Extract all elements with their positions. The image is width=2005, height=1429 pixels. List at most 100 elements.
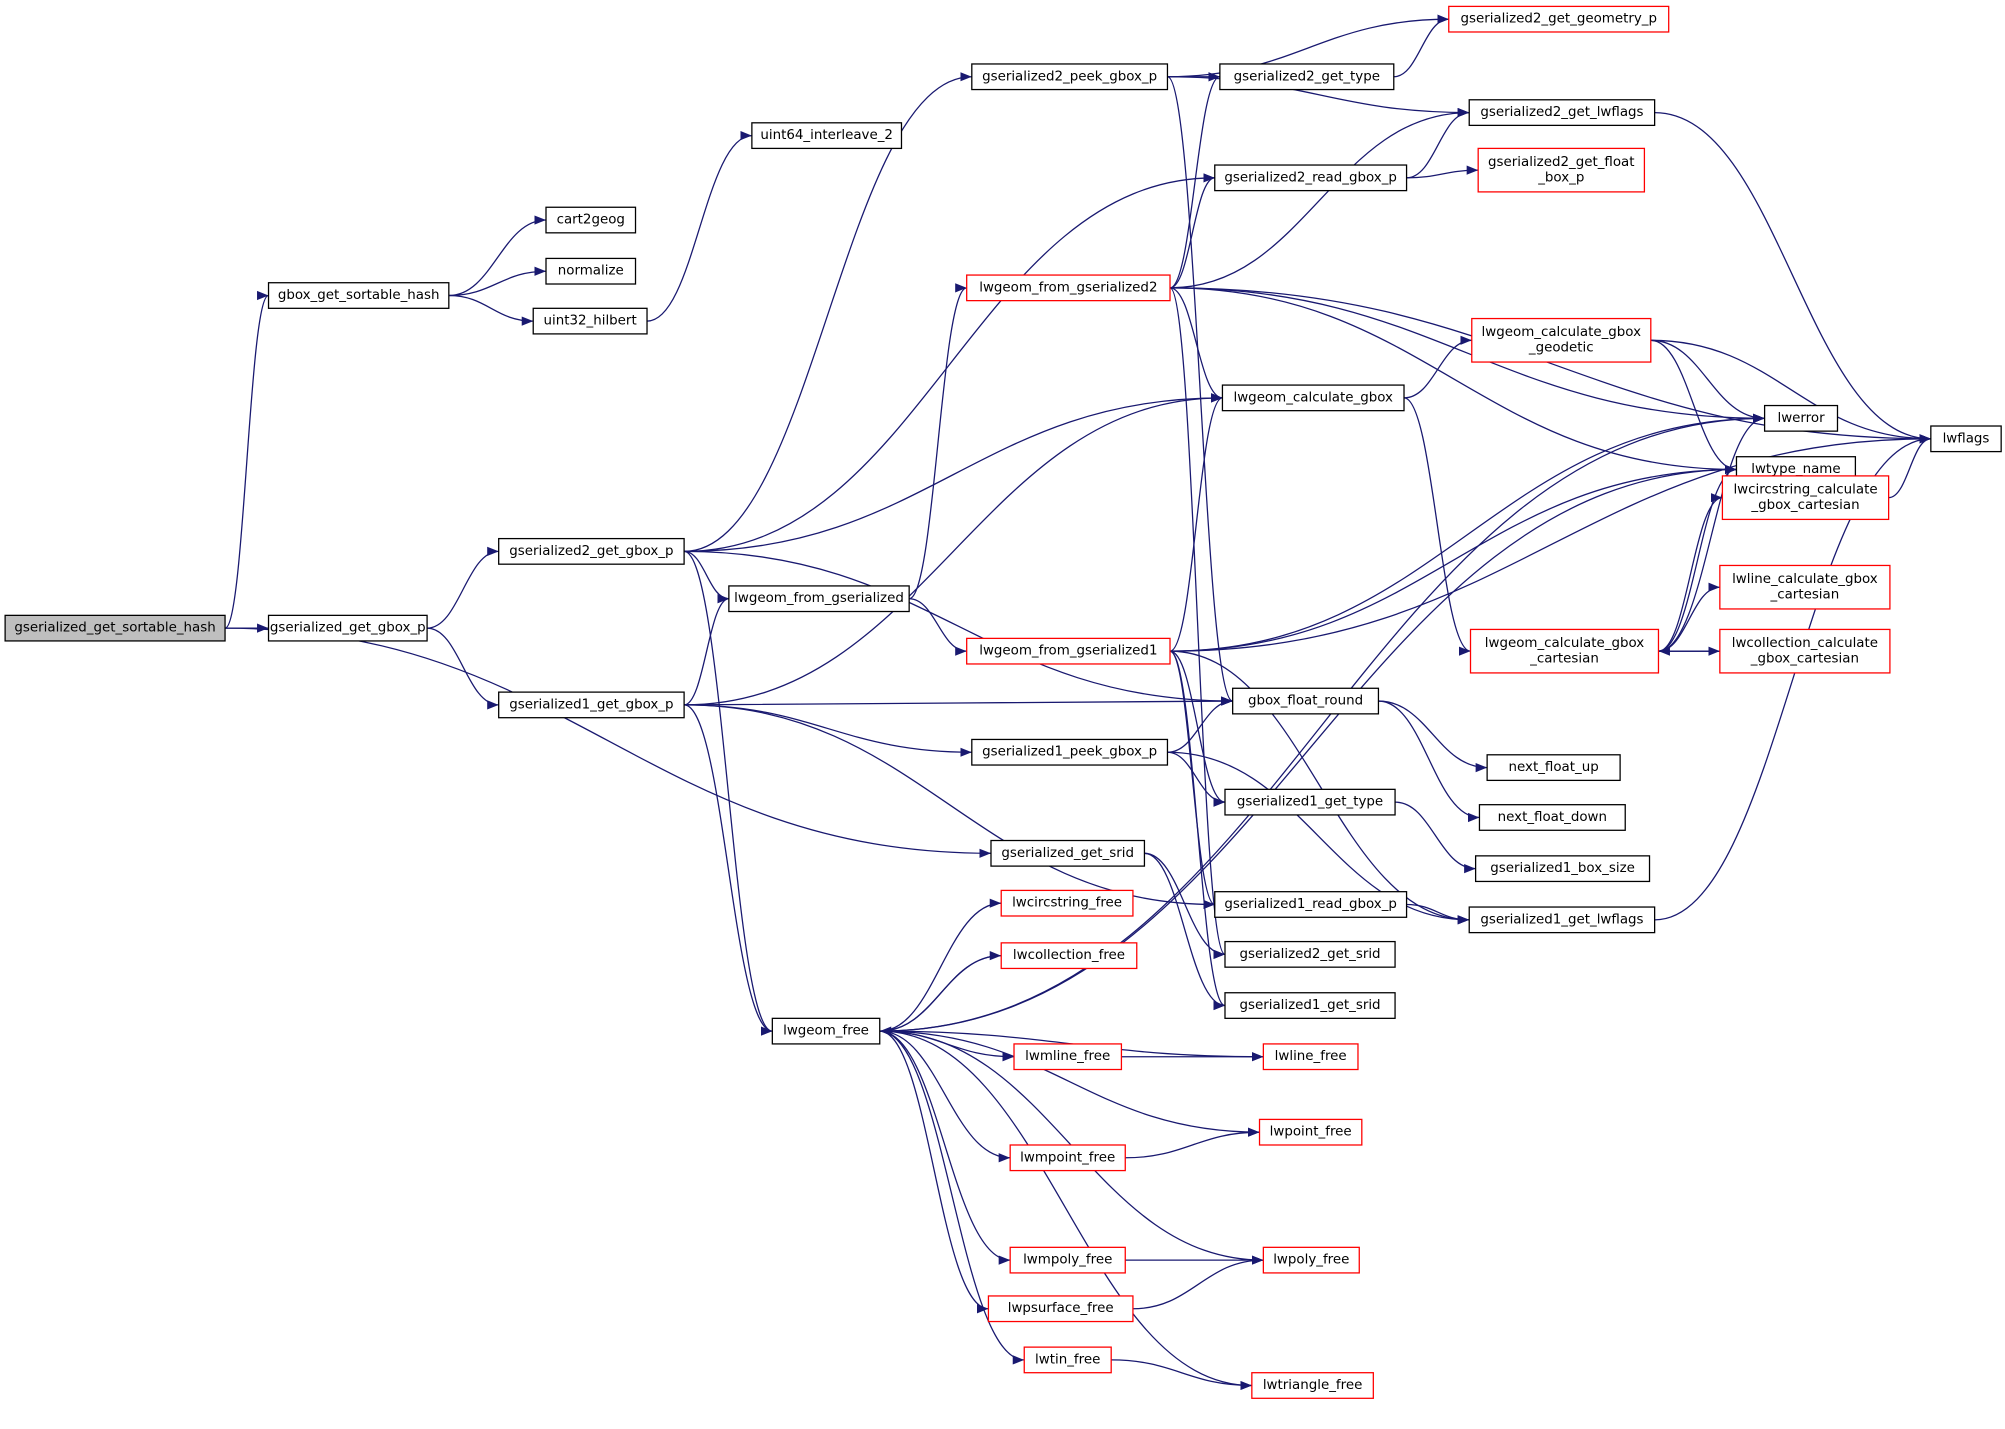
node-lwgeom_calculate_gbox_geodetic[interactable]: lwgeom_calculate_gbox_geodetic — [1471, 317, 1652, 363]
edge-lwgeom_from_gserialized2-to-gserialized2_read_gbox_p — [1169, 173, 1215, 289]
node-lwgeom_calculate_gbox_cartesian[interactable]: lwgeom_calculate_gbox_cartesian — [1469, 628, 1660, 674]
node-gserialized2_get_lwflags[interactable]: gserialized2_get_lwflags — [1468, 99, 1656, 127]
node-next_float_down[interactable]: next_float_down — [1478, 804, 1626, 831]
node-box — [728, 585, 910, 613]
edge-lwgeom_from_gserialized1-to-lwgeom_calculate_gbox — [1169, 393, 1223, 652]
node-lwflags[interactable]: lwflags — [1930, 425, 2002, 453]
node-gserialized1_get_lwflags[interactable]: gserialized1_get_lwflags — [1468, 906, 1656, 934]
node-cart2geog[interactable]: cart2geog — [545, 206, 637, 234]
node-box — [1224, 992, 1396, 1019]
node-lwgeom_calculate_gbox[interactable]: lwgeom_calculate_gbox — [1221, 384, 1405, 412]
node-label: lwtin_free — [1035, 1352, 1100, 1367]
node-label: gserialized2_peek_gbox_p — [982, 69, 1157, 84]
edge-gserialized_get_sortable_hash-to-gbox_get_sortable_hash — [224, 291, 270, 629]
node-gserialized2_get_float_box_p[interactable]: gserialized2_get_float_box_p — [1477, 147, 1646, 193]
edge-lwgeom_calculate_gbox-to-lwgeom_calculate_gbox_cartesian — [1403, 397, 1471, 656]
edge-gserialized2_get_type-to-gserialized2_get_geometry_p — [1393, 14, 1449, 78]
node-lwmpoly_free[interactable]: lwmpoly_free — [1009, 1246, 1126, 1274]
edge-gbox_get_sortable_hash-to-cart2geog — [448, 215, 547, 297]
node-label: gserialized_get_gbox_p — [270, 621, 426, 636]
node-lwcollection_calculate_gbox_cartesian[interactable]: lwcollection_calculate_gbox_cartesian — [1719, 628, 1891, 674]
node-lwtin_free[interactable]: lwtin_free — [1023, 1346, 1112, 1374]
edge-uint32_hilbert-to-uint64_interleave_2 — [647, 131, 752, 322]
node-box — [1009, 1246, 1126, 1274]
node-gserialized2_get_gbox_p[interactable]: gserialized2_get_gbox_p — [498, 537, 685, 565]
node-uint64_interleave_2[interactable]: uint64_interleave_2 — [751, 122, 903, 150]
node-box — [1468, 99, 1656, 127]
node-gserialized1_box_size[interactable]: gserialized1_box_size — [1474, 855, 1651, 883]
node-lwgeom_from_gserialized[interactable]: lwgeom_from_gserialized — [728, 585, 910, 613]
edges-layer — [224, 14, 1931, 1391]
node-lwmpoint_free[interactable]: lwmpoint_free — [1009, 1144, 1126, 1172]
edge-lwgeom_free-to-lwtriangle_free — [879, 1030, 1252, 1391]
node-gserialized1_get_gbox_p[interactable]: gserialized1_get_gbox_p — [498, 691, 685, 719]
node-lwpoint_free[interactable]: lwpoint_free — [1258, 1118, 1363, 1146]
node-label: _geodetic — [1528, 340, 1594, 355]
node-box — [1448, 5, 1670, 33]
node-box — [1258, 1118, 1363, 1146]
node-lwgeom_from_gserialized1[interactable]: lwgeom_from_gserialized1 — [966, 637, 1171, 665]
node-gserialized_get_sortable_hash[interactable]: gserialized_get_sortable_hash — [4, 614, 226, 642]
node-gbox_float_round[interactable]: gbox_float_round — [1232, 687, 1380, 715]
edge-gserialized1_get_gbox_p-to-lwgeom_from_gserialized — [683, 594, 730, 706]
node-box — [267, 282, 450, 309]
node-label: lwgeom_calculate_gbox — [1485, 636, 1645, 651]
edge-lwgeom_from_gserialized2-to-lwerror — [1170, 287, 1765, 423]
node-normalize[interactable]: normalize — [545, 257, 637, 285]
node-lwline_free[interactable]: lwline_free — [1262, 1043, 1359, 1071]
node-label: gserialized2_get_float — [1488, 155, 1634, 170]
edge-lwpsurface_free-to-lwpoly_free — [1132, 1255, 1264, 1310]
node-gserialized1_read_gbox_p[interactable]: gserialized1_read_gbox_p — [1214, 891, 1408, 918]
node-gbox_get_sortable_hash[interactable]: gbox_get_sortable_hash — [267, 282, 450, 309]
node-gserialized1_get_type[interactable]: gserialized1_get_type — [1224, 788, 1396, 816]
node-lwline_calculate_gbox_cartesian[interactable]: lwline_calculate_gbox_cartesian — [1719, 564, 1891, 610]
node-box — [1469, 628, 1660, 674]
node-box — [1486, 754, 1621, 782]
node-gserialized2_get_srid[interactable]: gserialized2_get_srid — [1224, 940, 1396, 968]
node-lwgeom_from_gserialized2[interactable]: lwgeom_from_gserialized2 — [966, 274, 1171, 302]
node-box — [1000, 942, 1138, 970]
node-gserialized1_get_srid[interactable]: gserialized1_get_srid — [1224, 992, 1396, 1019]
node-label: lwmpoly_free — [1023, 1253, 1112, 1268]
node-lwcircstring_calculate_gbox_cartesian[interactable]: lwcircstring_calculate_gbox_cartesian — [1721, 475, 1890, 521]
node-label: lwgeom_from_gserialized1 — [979, 644, 1157, 659]
node-gserialized2_get_geometry_p[interactable]: gserialized2_get_geometry_p — [1448, 5, 1670, 33]
node-label: gserialized2_get_srid — [1239, 947, 1380, 962]
node-lwcircstring_free[interactable]: lwcircstring_free — [1000, 889, 1134, 917]
node-box — [1214, 891, 1408, 918]
node-gserialized2_read_gbox_p[interactable]: gserialized2_read_gbox_p — [1214, 164, 1408, 192]
edge-lwgeom_free-to-lwerror — [879, 413, 1765, 1032]
node-lwgeom_free[interactable]: lwgeom_free — [771, 1017, 881, 1045]
node-gserialized2_get_type[interactable]: gserialized2_get_type — [1219, 63, 1395, 91]
edge-gserialized2_get_gbox_p-to-gserialized2_read_gbox_p — [684, 173, 1215, 553]
node-lwtriangle_free[interactable]: lwtriangle_free — [1251, 1372, 1374, 1399]
node-gserialized_get_srid[interactable]: gserialized_get_srid — [990, 839, 1146, 867]
node-box — [1477, 147, 1646, 193]
node-box — [1262, 1246, 1360, 1274]
node-box — [1023, 1346, 1112, 1374]
node-label: gserialized1_get_type — [1237, 795, 1383, 810]
node-gserialized2_peek_gbox_p[interactable]: gserialized2_peek_gbox_p — [971, 63, 1169, 91]
node-label: lwflags — [1943, 431, 1990, 446]
node-box — [1930, 425, 2002, 453]
edge-lwgeom_calculate_gbox_cartesian-to-lwline_calculate_gbox_cartesian — [1658, 582, 1720, 652]
node-box — [966, 637, 1171, 665]
node-box — [498, 537, 685, 565]
node-label: lwpoint_free — [1270, 1125, 1352, 1140]
node-lwmline_free[interactable]: lwmline_free — [1013, 1043, 1123, 1071]
edge-gserialized_get_srid-to-gserialized2_get_srid — [1144, 852, 1226, 959]
node-gserialized1_peek_gbox_p[interactable]: gserialized1_peek_gbox_p — [971, 738, 1169, 766]
node-label: lwtype_name — [1751, 462, 1840, 477]
node-lwpsurface_free[interactable]: lwpsurface_free — [987, 1295, 1134, 1323]
edge-lwgeom_from_gserialized2-to-gserialized2_get_srid — [1169, 287, 1226, 959]
node-next_float_up[interactable]: next_float_up — [1486, 754, 1621, 782]
node-lwpoly_free[interactable]: lwpoly_free — [1262, 1246, 1360, 1274]
node-label: lwgeom_calculate_gbox — [1234, 390, 1394, 405]
node-uint32_hilbert[interactable]: uint32_hilbert — [532, 307, 648, 335]
node-gserialized_get_gbox_p[interactable]: gserialized_get_gbox_p — [267, 614, 428, 642]
node-lwerror[interactable]: lwerror — [1763, 404, 1839, 432]
edge-gserialized2_get_gbox_p-to-lwgeom_calculate_gbox — [684, 393, 1223, 553]
node-box — [1471, 317, 1652, 363]
node-lwcollection_free[interactable]: lwcollection_free — [1000, 942, 1138, 970]
